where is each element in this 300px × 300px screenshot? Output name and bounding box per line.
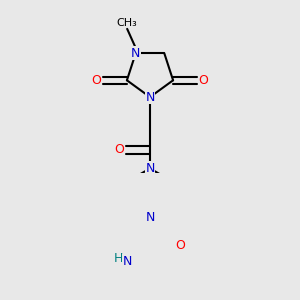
Text: O: O [115,143,124,156]
Text: N: N [122,255,132,268]
Text: N: N [145,91,155,103]
Text: H: H [114,252,123,265]
Text: N: N [131,47,140,60]
Text: O: O [92,74,101,87]
Text: N: N [145,211,155,224]
Text: O: O [176,239,185,252]
Text: N: N [145,162,155,175]
Text: CH₃: CH₃ [117,18,137,28]
Text: O: O [199,74,208,87]
